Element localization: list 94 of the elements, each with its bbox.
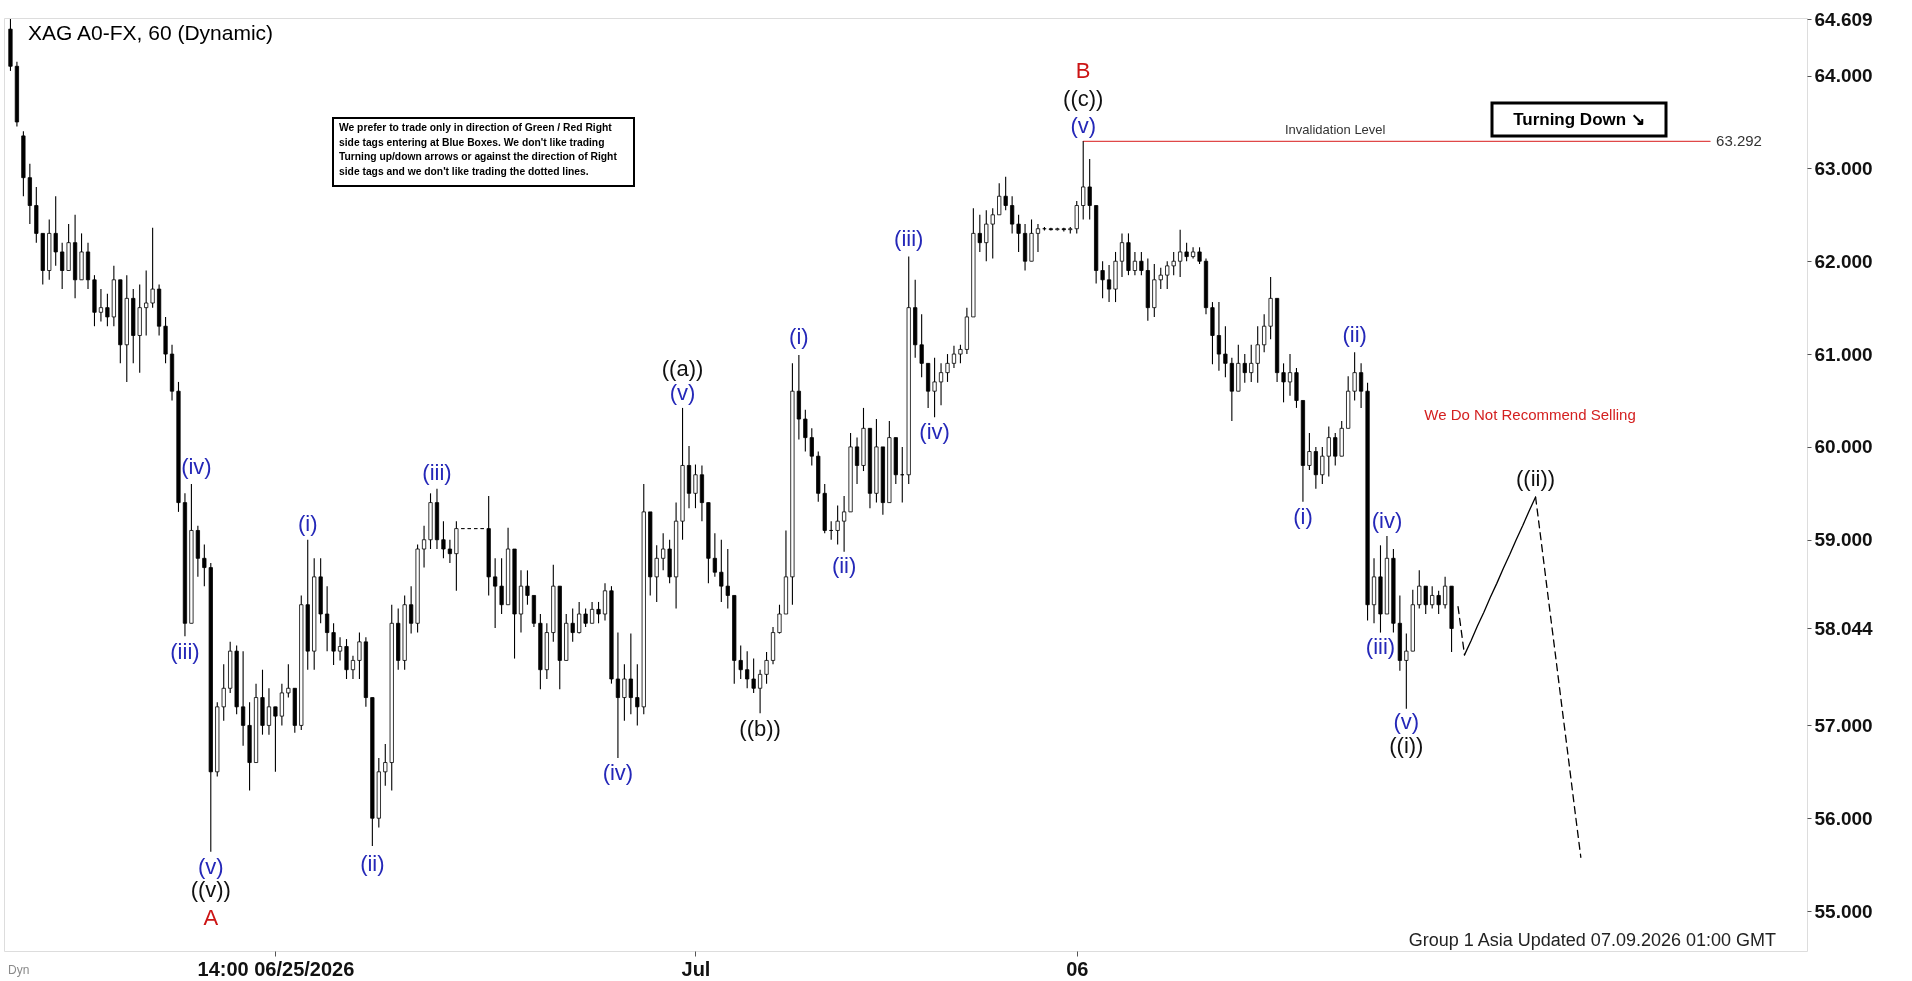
annotation: (i)	[1293, 503, 1313, 529]
annotation: (ii)	[831, 552, 857, 578]
annotation: We prefer to trade only in direction of Green / Red Right side tags entering at Blue Boxes. We don't like trading Turning up/down arrows or against the direction of Right side tags and we don't like trading the dotted lines.	[339, 122, 618, 177]
annotation: Turning Down ↘	[1513, 110, 1645, 129]
chart-title: XAG A0-FX, 60 (Dynamic)	[28, 21, 274, 44]
candlestick	[266, 687, 272, 736]
annotation: (iii)	[422, 459, 452, 485]
candlestick	[241, 650, 246, 747]
annotation: (iv)	[181, 454, 212, 480]
candlestick	[945, 353, 950, 383]
annotation: (v)	[1393, 708, 1420, 734]
annotation: (iii)	[170, 639, 200, 665]
y-tick-label: 60.000	[1814, 436, 1873, 458]
annotation: (iv)	[919, 419, 950, 445]
annotation: (iii)	[894, 225, 924, 251]
data-label: 63.292	[1716, 132, 1762, 150]
candlestick	[525, 569, 530, 606]
y-tick-label: 58.044	[1814, 617, 1874, 639]
y-tick-label: 64.609	[1814, 8, 1873, 30]
candlestick	[344, 638, 349, 680]
candlestick	[1359, 362, 1364, 409]
candlestick	[1106, 264, 1112, 303]
annotation: B	[1075, 58, 1091, 84]
annotation: (i)	[789, 323, 809, 349]
x-tick-label: 14:00 06/25/2026	[197, 957, 355, 980]
candlestick	[938, 362, 944, 406]
y-tick-label: 62.000	[1814, 250, 1873, 272]
y-tick-label: 64.000	[1814, 65, 1873, 87]
candlestick	[279, 683, 284, 726]
annotation: (ii)	[1342, 322, 1367, 348]
candlestick	[951, 345, 957, 369]
candlestick	[1010, 195, 1015, 234]
series-label: Invalidation Level	[1285, 122, 1386, 138]
candlestick	[1035, 223, 1041, 253]
candlestick	[1281, 362, 1286, 403]
annotation: (ii)	[360, 851, 385, 877]
candlestick	[447, 539, 452, 564]
annotation: ((a))	[661, 355, 704, 381]
candlestick	[1307, 432, 1312, 471]
x-tick-label: Jul	[681, 957, 711, 980]
candlestick	[1287, 353, 1293, 397]
candlestick	[589, 601, 595, 624]
candlestick	[98, 288, 104, 323]
candlestick	[357, 632, 362, 680]
annotation: (i)	[297, 510, 318, 536]
candlestick	[350, 655, 356, 680]
candlestick	[758, 669, 763, 714]
candlestick	[331, 622, 336, 666]
candlestick	[273, 706, 278, 773]
candlestick	[1132, 251, 1138, 276]
candlestick	[1016, 214, 1021, 253]
annotation: (iii)	[1365, 633, 1396, 659]
text: Dyn	[8, 963, 30, 977]
candlestick	[1119, 232, 1125, 278]
candlestick	[493, 557, 498, 629]
annotation: (v)	[1070, 113, 1097, 139]
x-tick-label: 06	[1066, 957, 1089, 980]
candlestick	[499, 557, 504, 615]
y-tick-label: 59.000	[1814, 529, 1873, 551]
candlestick	[932, 357, 937, 418]
candlestick	[441, 520, 446, 559]
y-tick-label: 56.000	[1814, 807, 1873, 829]
candlestick	[1100, 260, 1105, 299]
candlestick	[602, 582, 608, 622]
candlestick	[1443, 576, 1448, 609]
y-tick-label: 57.000	[1814, 714, 1873, 736]
y-tick-label: 61.000	[1814, 343, 1873, 365]
candlestick	[764, 651, 769, 685]
annotation: ((b))	[739, 716, 781, 742]
annotation: (iv)	[1371, 508, 1403, 534]
annotation: A	[203, 904, 219, 930]
candlestick	[421, 525, 427, 569]
candlestick	[105, 293, 110, 327]
annotation: We Do Not Recommend Selling	[1424, 406, 1636, 423]
candlestick	[615, 632, 621, 759]
y-tick-label: 55.000	[1814, 900, 1873, 922]
candlestick	[409, 585, 414, 635]
candlestick	[842, 495, 847, 553]
candlestick	[777, 604, 782, 635]
y-tick-label: 63.000	[1814, 157, 1873, 179]
candlestick	[958, 344, 963, 364]
annotation: ((c))	[1063, 86, 1104, 112]
candlestick	[693, 463, 698, 509]
candlestick	[835, 504, 840, 545]
candlestick	[337, 636, 343, 661]
annotation: ((ii))	[1516, 466, 1556, 492]
candlestick	[712, 532, 717, 578]
candlestick	[1216, 301, 1222, 372]
candlestick	[596, 601, 601, 624]
annotation: (iv)	[602, 759, 634, 785]
candlestick	[854, 437, 860, 485]
annotation: Group 1 Asia Updated 07.09.2026 01:00 GMT	[1408, 930, 1776, 950]
candlestick	[325, 585, 330, 652]
candlestick	[1313, 446, 1318, 490]
